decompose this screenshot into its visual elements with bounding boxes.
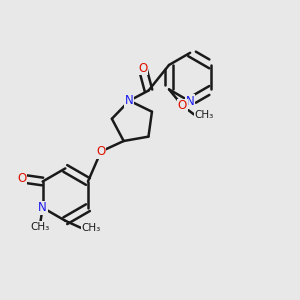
Text: CH₃: CH₃	[194, 110, 214, 120]
Text: N: N	[38, 201, 47, 214]
Text: N: N	[125, 94, 134, 107]
Text: O: O	[17, 172, 26, 185]
Text: N: N	[186, 95, 194, 108]
Text: O: O	[96, 145, 106, 158]
Text: O: O	[138, 62, 147, 75]
Text: CH₃: CH₃	[82, 223, 101, 233]
Text: CH₃: CH₃	[30, 222, 49, 232]
Text: O: O	[178, 99, 187, 112]
